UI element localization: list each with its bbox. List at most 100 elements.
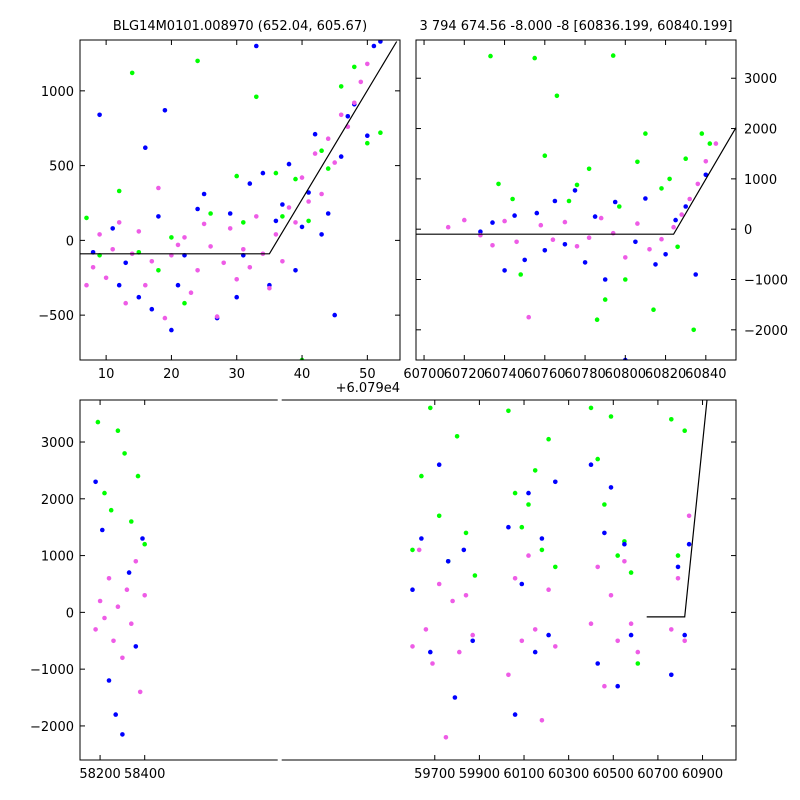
data-point: [647, 247, 652, 252]
data-point: [241, 247, 246, 252]
data-point: [156, 185, 161, 191]
y-tick-label: −2000: [744, 324, 788, 339]
y-tick-label: 1000: [41, 550, 74, 565]
data-point: [306, 218, 311, 224]
data-point: [470, 638, 476, 644]
data-point: [452, 695, 458, 700]
axis-break-bottom: [277, 758, 282, 763]
x-tick-label: 60700: [637, 767, 678, 782]
data-point: [416, 547, 422, 553]
x-tick-label: 40: [294, 367, 311, 382]
axes-frame: [415, 39, 737, 361]
data-point: [488, 53, 493, 59]
data-point: [542, 153, 548, 158]
data-point: [610, 53, 616, 58]
x-tick-label: 60300: [548, 767, 589, 782]
data-point: [608, 485, 614, 490]
data-point: [227, 211, 233, 216]
data-point: [126, 570, 132, 575]
data-point: [293, 220, 298, 225]
data-point: [156, 214, 161, 219]
data-point: [280, 259, 285, 264]
data-point: [115, 428, 121, 434]
data-point: [651, 307, 656, 313]
data-point: [124, 587, 130, 592]
data-point: [502, 268, 507, 273]
data-point: [312, 151, 318, 156]
data-point: [312, 131, 318, 137]
data-point: [675, 244, 680, 250]
y-tick-label: −1000: [30, 663, 74, 678]
data-point: [693, 272, 698, 277]
data-point: [682, 638, 687, 644]
data-point: [602, 277, 608, 282]
data-point: [526, 490, 531, 496]
data-point: [443, 735, 449, 740]
data-point: [512, 576, 518, 581]
data-point: [378, 40, 383, 44]
data-point: [253, 43, 259, 49]
data-point: [506, 408, 511, 414]
data-point: [539, 547, 545, 553]
data-point: [410, 587, 415, 592]
data-point: [273, 232, 279, 237]
data-point: [506, 672, 511, 678]
data-point: [280, 202, 285, 207]
data-point: [595, 661, 600, 666]
data-point: [106, 678, 112, 683]
data-point: [623, 277, 628, 282]
data-point: [703, 159, 709, 164]
data-point: [410, 644, 415, 649]
data-point: [103, 275, 109, 281]
data-point: [526, 314, 531, 320]
x-tick-label: 60700: [403, 367, 444, 382]
data-point: [586, 235, 592, 240]
data-point: [436, 581, 442, 587]
data-point: [319, 232, 324, 237]
data-point: [478, 232, 483, 238]
data-point: [97, 232, 102, 237]
panel-title: BLG14M0101.008970 (652.04, 605.67): [113, 19, 367, 34]
data-point: [195, 58, 200, 64]
data-point: [472, 573, 478, 578]
data-point: [653, 262, 658, 267]
data-point: [95, 419, 101, 425]
axes-frame: [79, 399, 737, 761]
data-point: [149, 259, 155, 264]
data-point: [410, 547, 415, 553]
data-point: [378, 130, 383, 135]
data-point: [234, 294, 239, 300]
data-point: [332, 312, 338, 318]
y-tick-label: 3000: [744, 72, 777, 87]
data-point: [550, 237, 556, 242]
y-tick-label: −500: [38, 309, 74, 324]
y-tick-label: 3000: [41, 436, 74, 451]
data-point: [136, 229, 142, 234]
data-point: [707, 141, 713, 146]
plot-area: [80, 40, 398, 360]
data-point: [133, 559, 139, 564]
data-point: [643, 131, 648, 136]
data-point: [214, 314, 220, 319]
data-point: [247, 181, 253, 186]
x-tick-label: 20: [163, 367, 180, 382]
axis-break-top: [277, 398, 282, 403]
data-point: [566, 198, 572, 204]
data-point: [526, 502, 531, 507]
y-tick-label: −1000: [744, 273, 788, 288]
data-point: [539, 718, 545, 723]
data-point: [260, 170, 266, 176]
data-point: [234, 173, 239, 179]
data-point: [695, 181, 701, 187]
data-point: [169, 327, 174, 333]
x-tick-label: 60840: [685, 367, 726, 382]
data-point: [608, 414, 614, 419]
data-point: [253, 94, 259, 100]
y-tick-label: 2000: [744, 123, 777, 138]
data-point: [512, 490, 518, 496]
data-point: [182, 300, 187, 306]
data-point: [293, 268, 298, 273]
y-tick-label: 500: [49, 160, 74, 175]
data-point: [93, 479, 98, 485]
data-point: [588, 621, 594, 626]
